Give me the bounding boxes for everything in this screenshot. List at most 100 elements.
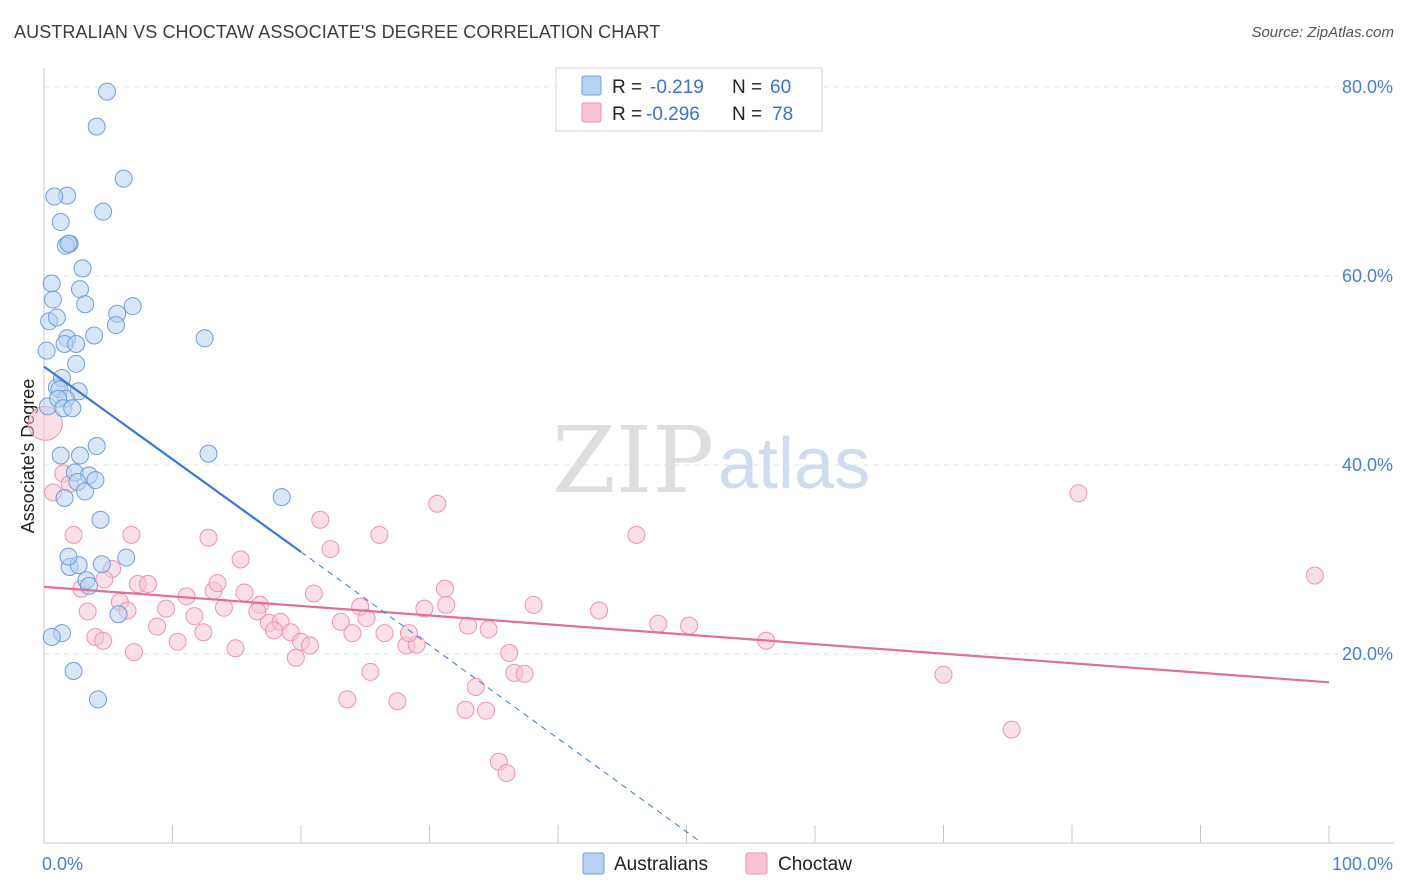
watermark-atlas: atlas: [718, 424, 870, 504]
grid-lines: [44, 86, 1394, 655]
australians-r-label: R =: [612, 77, 642, 98]
data-point: [456, 700, 475, 719]
data-point: [524, 595, 543, 614]
data-point: [1305, 566, 1324, 585]
data-point: [70, 446, 89, 465]
data-point: [361, 662, 380, 681]
data-point: [76, 482, 95, 501]
data-point: [199, 528, 218, 547]
data-point: [428, 494, 447, 513]
data-point: [51, 213, 70, 232]
data-point: [63, 399, 82, 418]
data-point: [45, 187, 64, 206]
australians-r-value: -0.219: [650, 77, 704, 98]
legend-choctaw-swatch: [745, 852, 768, 875]
data-point: [157, 599, 176, 618]
data-point: [649, 614, 668, 633]
data-point: [194, 623, 213, 642]
data-point: [47, 308, 66, 327]
data-point: [437, 595, 456, 614]
data-point: [124, 643, 143, 662]
australians-trend-line: [43, 365, 302, 553]
choctaw-r-value: -0.296: [646, 104, 700, 125]
source-label: Source: ZipAtlas.com: [1251, 24, 1394, 41]
data-point: [231, 550, 250, 569]
data-point: [88, 690, 107, 709]
choctaw-swatch: [581, 102, 602, 123]
data-point: [64, 525, 83, 544]
data-point: [55, 489, 74, 508]
stats-legend: R = -0.219 N = 60 R = -0.296 N = 78: [555, 67, 823, 132]
data-point: [199, 444, 218, 463]
choctaw-trend-line: [43, 585, 1330, 684]
x-axis-tick-labels: 0.0% 100.0%: [42, 854, 1393, 874]
data-point: [42, 274, 61, 293]
australians-swatch: [581, 75, 602, 96]
data-point: [226, 639, 245, 658]
data-point: [265, 621, 284, 640]
data-point: [331, 612, 350, 631]
data-point: [79, 576, 98, 595]
data-point: [627, 525, 646, 544]
data-point: [459, 616, 478, 635]
data-point: [122, 525, 141, 544]
x-tick-label: 100.0%: [1332, 854, 1393, 874]
data-point: [248, 602, 267, 621]
data-point: [500, 644, 519, 663]
data-point: [91, 510, 110, 529]
data-point: [311, 510, 330, 529]
data-point: [272, 488, 291, 507]
data-point: [67, 354, 86, 373]
australians-n-value: 60: [770, 77, 791, 98]
data-point: [109, 605, 128, 624]
data-point: [114, 169, 133, 188]
data-point: [95, 570, 114, 589]
data-point: [70, 280, 89, 299]
data-point: [123, 297, 142, 316]
data-point: [86, 471, 105, 490]
data-point: [515, 664, 534, 683]
watermark: ZIP atlas: [552, 407, 870, 514]
choctaw-n-label: N =: [732, 104, 762, 125]
data-point: [343, 624, 362, 643]
data-point: [497, 764, 516, 783]
data-point: [300, 636, 319, 655]
data-point: [195, 329, 214, 348]
data-point: [51, 446, 70, 465]
data-point: [59, 547, 78, 566]
data-point: [117, 548, 136, 567]
data-point: [37, 341, 56, 360]
data-point: [1002, 720, 1021, 739]
choctaw-r-label: R =: [612, 104, 642, 125]
data-point: [43, 290, 62, 309]
choctaw-n-value: 78: [772, 104, 793, 125]
data-point: [73, 259, 92, 278]
data-point: [87, 117, 106, 136]
x-axis-ticks: [43, 825, 1330, 843]
data-point: [590, 601, 609, 620]
data-point: [78, 602, 97, 621]
data-point: [934, 665, 953, 684]
data-point: [286, 648, 305, 667]
data-point: [139, 575, 158, 594]
data-point: [388, 692, 407, 711]
legend-choctaw-label: Choctaw: [778, 854, 852, 875]
data-point: [85, 326, 104, 345]
data-point: [42, 627, 61, 646]
data-point: [680, 616, 699, 635]
data-point: [415, 599, 434, 618]
legend-australians-label: Australians: [614, 854, 708, 875]
data-point: [92, 555, 111, 574]
data-point: [168, 632, 187, 651]
data-point: [304, 584, 323, 603]
data-point: [208, 574, 227, 593]
chart-title: AUSTRALIAN VS CHOCTAW ASSOCIATE'S DEGREE…: [14, 22, 661, 42]
watermark-zip: ZIP: [552, 407, 714, 514]
australians-trend-extension: [300, 551, 700, 842]
data-point: [375, 624, 394, 643]
trend-lines: [43, 365, 1330, 842]
data-point: [64, 661, 83, 680]
y-tick-label: 20.0%: [1342, 644, 1393, 664]
data-point: [97, 82, 116, 101]
